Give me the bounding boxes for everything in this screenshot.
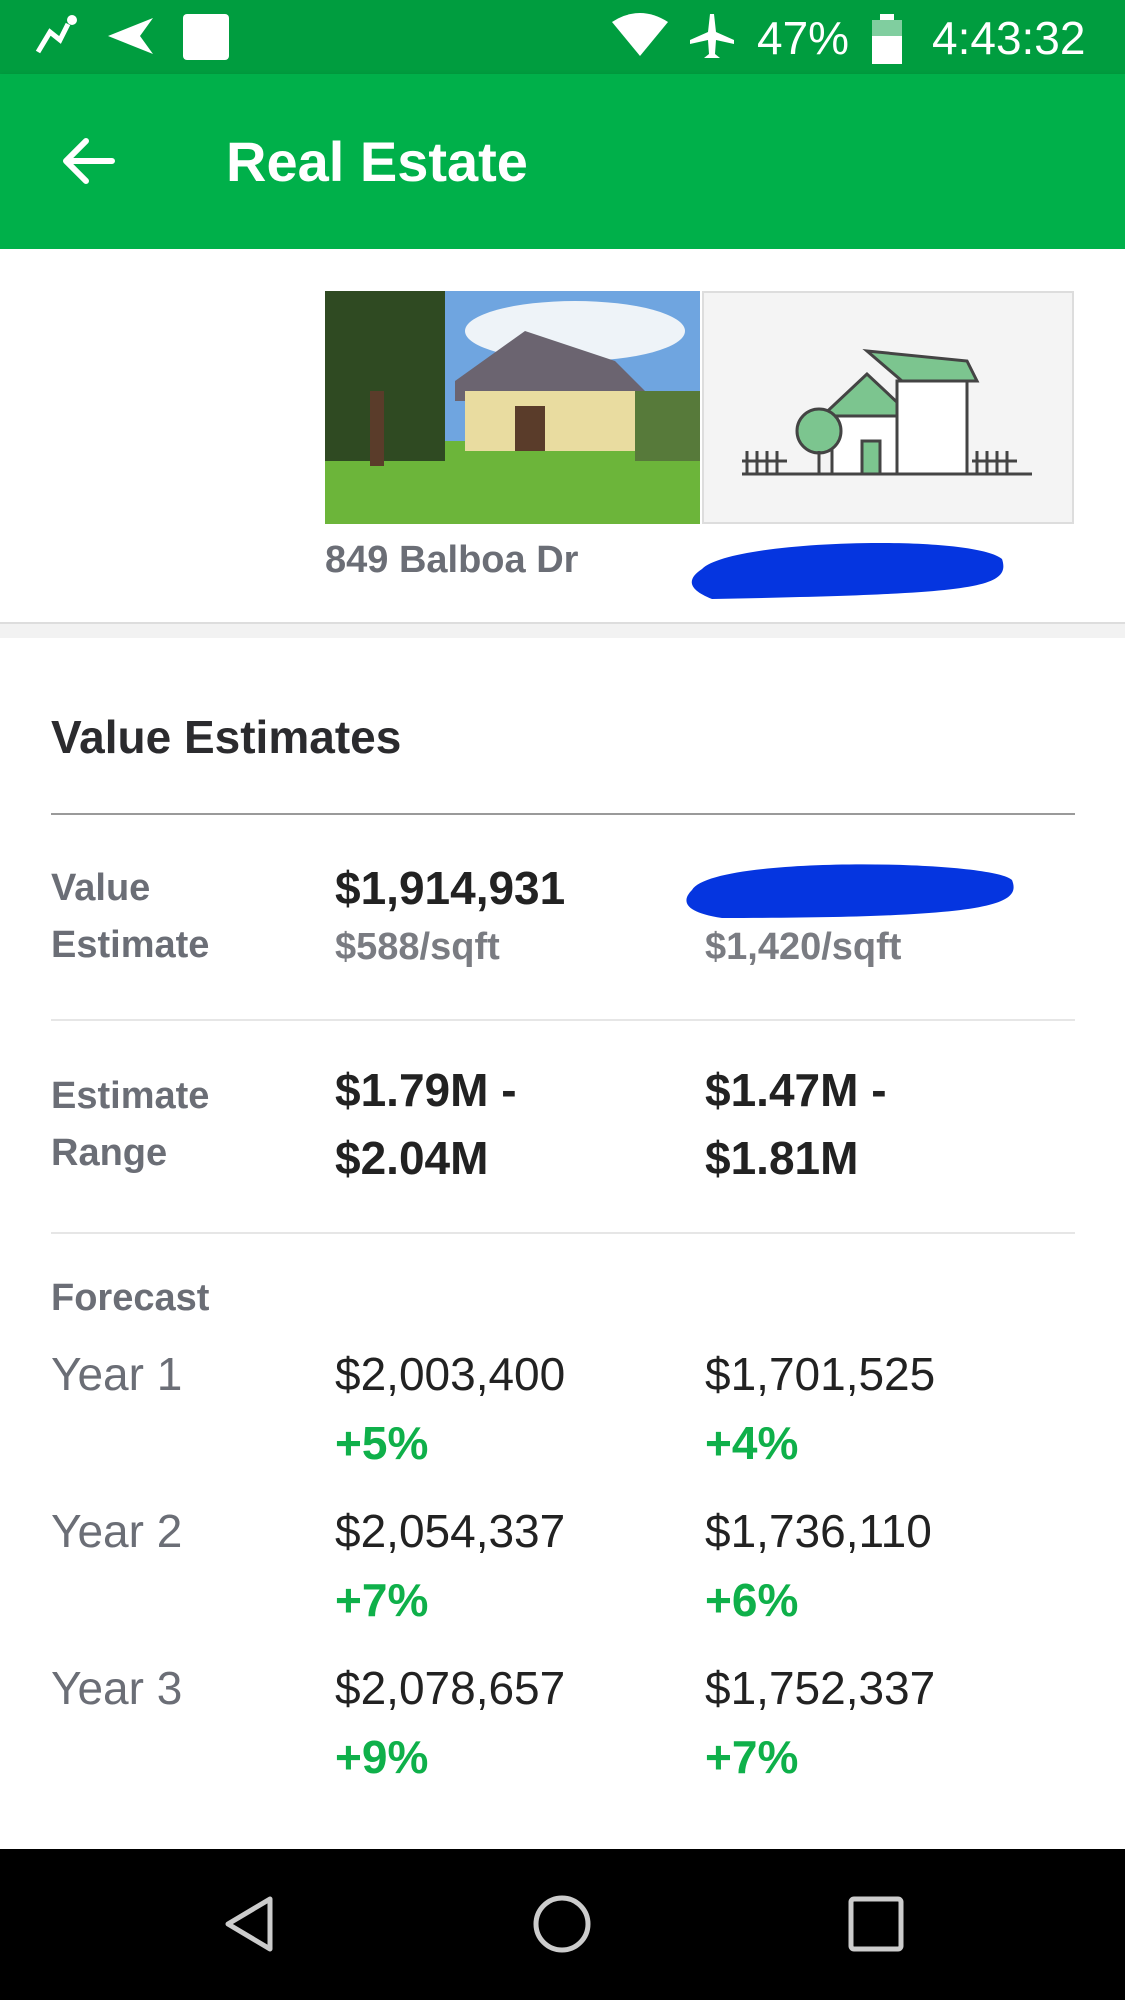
screen-title: Real Estate xyxy=(226,130,528,193)
property-address: 849 Balboa Dr xyxy=(325,539,579,581)
navigation-bar xyxy=(0,1849,1125,2000)
per-sqft: $1,420/sqft xyxy=(705,926,902,968)
forecast-value: $1,701,525 xyxy=(705,1348,936,1400)
nav-home[interactable] xyxy=(532,1894,592,1954)
clock: 4:43:32 xyxy=(932,12,1086,64)
status-bar: 47% 4:43:32 xyxy=(0,0,1125,74)
year-label: Year 1 xyxy=(51,1348,183,1400)
forecast-change: +4% xyxy=(705,1417,799,1469)
forecast-value: $1,736,110 xyxy=(705,1505,932,1557)
redaction xyxy=(691,542,1004,599)
range: $1.79M - $2.04M xyxy=(335,1064,517,1184)
app-bar: Real Estate xyxy=(0,74,1125,249)
forecast-change: +9% xyxy=(335,1731,429,1783)
nav-back[interactable] xyxy=(220,1894,280,1954)
value: $1,914,931 xyxy=(335,862,566,914)
forecast-change: +7% xyxy=(705,1731,799,1783)
row-label: Value Estimate xyxy=(51,867,210,966)
row-label: Estimate Range xyxy=(51,1075,210,1174)
year-label: Year 3 xyxy=(51,1662,183,1714)
rule xyxy=(51,1232,1075,1234)
battery-icon xyxy=(872,14,902,64)
status-icons xyxy=(35,14,229,60)
forecast-change: +6% xyxy=(705,1574,799,1626)
year-label: Year 2 xyxy=(51,1505,183,1557)
forecast-label: Forecast xyxy=(51,1277,210,1319)
section-divider xyxy=(0,622,1125,638)
per-sqft: $588/sqft xyxy=(335,926,500,968)
forecast-value: $2,003,400 xyxy=(335,1348,566,1400)
forecast-value: $1,752,337 xyxy=(705,1662,936,1714)
property-photo[interactable] xyxy=(325,291,700,524)
placeholder-house[interactable] xyxy=(702,291,1074,524)
range: $1.47M - $1.81M xyxy=(705,1064,887,1184)
forecast-change: +5% xyxy=(335,1417,429,1469)
rule xyxy=(51,813,1075,815)
rule xyxy=(51,1019,1075,1021)
battery-percent: 47% xyxy=(757,12,850,64)
forecast-change: +7% xyxy=(335,1574,429,1626)
forecast-value: $2,078,657 xyxy=(335,1662,566,1714)
forecast-value: $2,054,337 xyxy=(335,1505,566,1557)
section-title: Value Estimates xyxy=(51,711,402,763)
property-header: 849 Balboa Dr xyxy=(0,249,1125,624)
redaction xyxy=(686,864,1014,918)
status-icons-right xyxy=(612,13,734,58)
nav-recents[interactable] xyxy=(848,1896,904,1952)
back-button[interactable] xyxy=(58,136,118,186)
